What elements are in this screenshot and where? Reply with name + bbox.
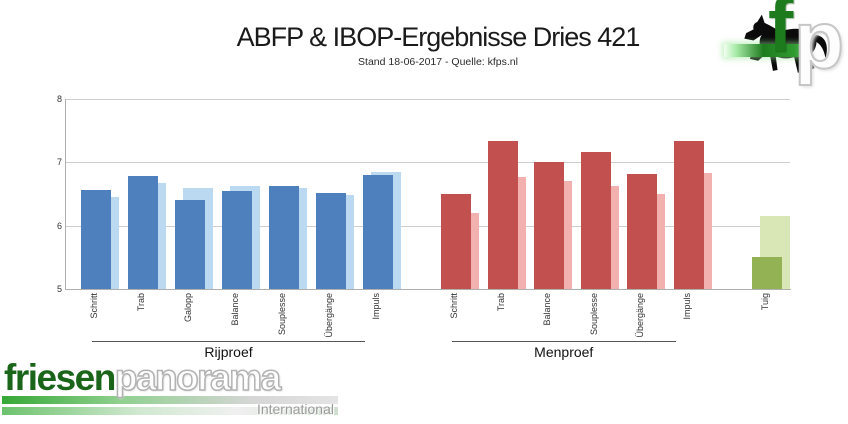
y-tick-label-8: 8 xyxy=(56,94,62,104)
bar-rijproef-bergnge-front xyxy=(316,192,346,289)
gridline-7 xyxy=(66,162,790,164)
y-tick-label-5: 5 xyxy=(56,284,62,294)
category-label-impuls: Impuls xyxy=(681,293,692,320)
chart-plot-area xyxy=(65,99,791,290)
category-label-galopp: Galopp xyxy=(183,293,193,323)
chart-subtitle: Stand 18-06-2017 - Quelle: kfps.nl xyxy=(358,56,518,68)
y-tick-label-7: 7 xyxy=(56,157,62,168)
category-label-trab: Trab xyxy=(136,293,146,312)
bar-menproef-bergnge-front xyxy=(627,173,657,289)
kfp-letter-f: f xyxy=(768,0,794,68)
group-line-menproef xyxy=(452,341,676,342)
bar-rijproef-balance-front xyxy=(222,190,252,289)
bar-tuig-tuig-front xyxy=(752,257,782,289)
logo-text-panorama: panorama xyxy=(114,356,282,399)
chart-title: ABFP & IBOP-Ergebnisse Dries 421 xyxy=(236,22,641,52)
bar-rijproef-souplesse-front xyxy=(269,186,299,289)
category-label-souplesse: Souplesse xyxy=(588,293,599,336)
bar-menproef-trab-front xyxy=(487,141,518,289)
category-label-balance: Balance xyxy=(230,293,240,326)
category-label-tuig: Tuig xyxy=(760,293,770,311)
bar-menproef-balance-front xyxy=(534,162,564,289)
green-band xyxy=(724,44,806,57)
friesenpanorama-logo: friesenpanorama International xyxy=(2,356,340,422)
logo-gradient-strip xyxy=(2,396,338,404)
y-tick-label-6: 6 xyxy=(56,220,62,231)
group-label-menproef: Menproef xyxy=(534,344,594,360)
category-label-trab: Trab xyxy=(495,293,506,312)
category-label-schritt: Schritt xyxy=(449,293,459,319)
kfp-logo: f p xyxy=(722,0,846,90)
gridline-8 xyxy=(66,99,790,100)
logo-text-friesen: friesen xyxy=(4,357,116,398)
group-label-rijproef: Rijproef xyxy=(204,344,253,360)
category-label-bergnge: Übergänge xyxy=(324,293,334,338)
bar-rijproef-galopp-front xyxy=(175,200,205,289)
logo-wordmark: friesenpanorama xyxy=(4,356,282,400)
category-label-souplesse: Souplesse xyxy=(277,293,287,336)
bar-menproef-schritt-front xyxy=(441,194,471,289)
gridline-6 xyxy=(66,225,790,227)
bar-rijproef-trab-front xyxy=(128,176,158,289)
category-label-impuls: Impuls xyxy=(371,293,381,320)
group-line-rijproef xyxy=(92,341,365,342)
category-label-bergnge: Übergänge xyxy=(635,293,645,338)
bar-menproef-souplesse-front xyxy=(580,151,611,289)
bar-rijproef-impuls-front xyxy=(363,175,393,289)
logo-gradient-strip xyxy=(2,407,338,415)
horse-icon xyxy=(744,14,827,73)
category-label-balance: Balance xyxy=(542,293,552,326)
logo-text-international: International xyxy=(256,401,334,417)
bar-rijproef-schritt-front xyxy=(81,189,111,289)
bar-menproef-impuls-front xyxy=(673,141,704,289)
kfp-letter-p: p xyxy=(793,0,845,86)
category-label-schritt: Schritt xyxy=(89,293,99,319)
